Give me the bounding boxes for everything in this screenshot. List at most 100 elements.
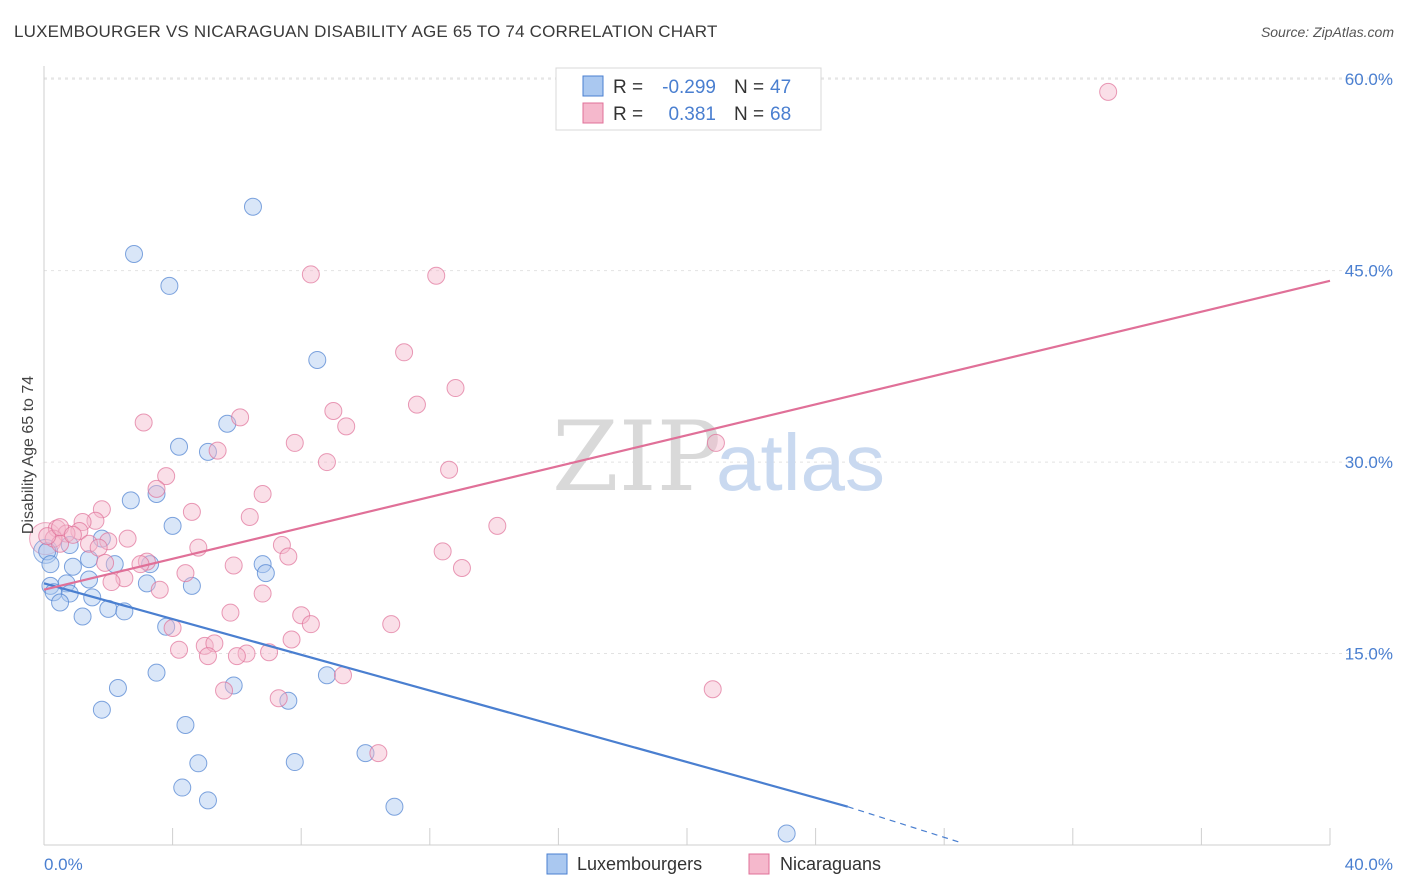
point-nicaraguans [337, 417, 356, 436]
point-luxembourgers [285, 753, 304, 772]
point-nicaraguans [208, 441, 227, 460]
grid-lines [44, 77, 1393, 655]
point-luxembourgers [308, 350, 327, 369]
trend-line-luxembourgers-extension [847, 806, 961, 844]
point-nicaraguans [224, 556, 243, 575]
point-luxembourgers [777, 824, 796, 843]
data-points [29, 82, 1118, 843]
point-nicaraguans [488, 516, 507, 535]
point-nicaraguans [382, 615, 401, 634]
y-tick-label: 30.0% [1345, 453, 1393, 472]
point-nicaraguans [395, 343, 414, 362]
point-luxembourgers [198, 442, 217, 461]
point-luxembourgers [189, 754, 208, 773]
point-nicaraguans [1099, 82, 1118, 101]
point-luxembourgers [108, 678, 127, 697]
y-tick-label: 45.0% [1345, 262, 1393, 281]
y-tick-label: 15.0% [1345, 645, 1393, 664]
point-luxembourgers [147, 663, 166, 682]
trend-line-luxembourgers [43, 582, 849, 808]
x-tick-label: 0.0% [44, 855, 83, 874]
point-nicaraguans [89, 538, 108, 557]
point-nicaraguans [99, 532, 118, 551]
legend-r-value: -0.299 [662, 77, 716, 98]
point-nicaraguans [63, 525, 82, 544]
point-nicaraguans [279, 547, 298, 566]
point-nicaraguans [317, 453, 336, 472]
point-nicaraguans [96, 553, 115, 572]
point-nicaraguans [333, 666, 352, 685]
point-luxembourgers [356, 744, 375, 763]
point-nicaraguans [452, 559, 471, 578]
point-luxembourgers [121, 491, 140, 510]
legend-n-label: N = [734, 77, 764, 98]
axis-ticks: 15.0% 30.0% 45.0% 60.0% 0.0% 40.0% [43, 70, 1393, 874]
point-nicaraguans [92, 500, 111, 519]
watermark-atlas: atlas [716, 418, 885, 507]
point-luxembourgers [73, 607, 92, 626]
point-nicaraguans [240, 507, 259, 526]
series-swatch-luxembourgers [546, 853, 568, 875]
point-nicaraguans [253, 484, 272, 503]
legend-r-label: R = [613, 104, 643, 125]
point-nicaraguans [227, 647, 246, 666]
legend-swatch-luxembourgers [582, 75, 604, 97]
point-luxembourgers [60, 536, 79, 555]
point-nicaraguans [427, 266, 446, 285]
point-nicaraguans [102, 573, 121, 592]
legend-r-label: R = [613, 77, 643, 98]
point-nicaraguans [433, 542, 452, 561]
legend-n-label: N = [734, 104, 764, 125]
trend-line-nicaraguans [43, 279, 1331, 591]
point-luxembourgers [385, 797, 404, 816]
point-nicaraguans [407, 395, 426, 414]
point-nicaraguans [301, 615, 320, 634]
point-nicaraguans [170, 640, 189, 659]
point-luxembourgers [243, 197, 262, 216]
point-luxembourgers [224, 676, 243, 695]
point-luxembourgers [41, 555, 60, 574]
legend-n-value: 47 [770, 77, 791, 98]
point-luxembourgers [317, 666, 336, 685]
point-luxembourgers [173, 778, 192, 797]
x-tick-label: 40.0% [1345, 855, 1393, 874]
point-luxembourgers [198, 791, 217, 810]
point-luxembourgers [163, 516, 182, 535]
point-nicaraguans [446, 379, 465, 398]
point-nicaraguans [157, 467, 176, 486]
legend-r-value: 0.381 [668, 104, 716, 125]
point-nicaraguans [147, 479, 166, 498]
point-luxembourgers [92, 700, 111, 719]
point-nicaraguans [80, 534, 99, 553]
point-nicaraguans [163, 619, 182, 638]
point-luxembourgers [256, 564, 275, 583]
point-nicaraguans [253, 584, 272, 603]
source-label: Source: ZipAtlas.com [1260, 24, 1394, 40]
point-nicaraguans [282, 630, 301, 649]
series-legend: Luxembourgers Nicaraguans [546, 853, 881, 875]
point-nicaraguans [221, 603, 240, 622]
point-nicaraguans [301, 265, 320, 284]
chart-title: LUXEMBOURGER VS NICARAGUAN DISABILITY AG… [14, 22, 718, 41]
point-luxembourgers [170, 437, 189, 456]
series-label-nicaraguans: Nicaraguans [780, 854, 881, 874]
point-nicaraguans [38, 527, 57, 546]
point-nicaraguans [703, 680, 722, 699]
point-nicaraguans [272, 536, 291, 555]
point-luxembourgers [51, 593, 70, 612]
point-luxembourgers [63, 557, 82, 576]
point-nicaraguans [440, 460, 459, 479]
point-nicaraguans [182, 502, 201, 521]
trend-lines [43, 279, 1331, 844]
point-nicaraguans [215, 681, 234, 700]
point-nicaraguans [369, 744, 388, 763]
point-nicaraguans [150, 580, 169, 599]
point-nicaraguans [118, 529, 137, 548]
series-swatch-nicaraguans [748, 853, 770, 875]
point-luxembourgers [176, 716, 195, 735]
point-nicaraguans [269, 689, 288, 708]
point-luxembourgers [160, 276, 179, 295]
point-nicaraguans [176, 564, 195, 583]
watermark-zip: ZIP [552, 401, 721, 513]
